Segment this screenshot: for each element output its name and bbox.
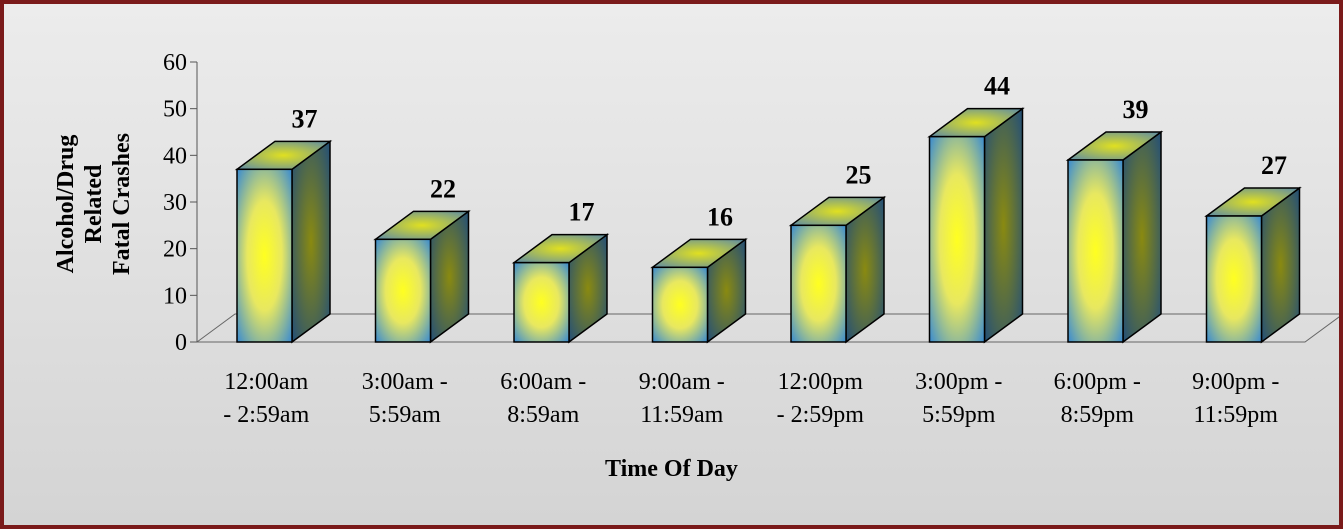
x-tick-label: 3:00pm - 5:59pm <box>915 369 1003 428</box>
bar <box>234 139 333 344</box>
bar-front <box>1205 215 1263 343</box>
bar-front <box>1067 159 1124 343</box>
x-tick-label: 9:00am - 11:59am <box>638 369 725 428</box>
bar-side <box>983 107 1024 344</box>
bar <box>373 209 471 344</box>
x-tick-label: 6:00pm - 8:59pm <box>1053 369 1141 428</box>
data-label: 16 <box>707 202 733 231</box>
x-tick-label: 12:00am - 2:59am <box>223 369 310 428</box>
x-tick-label: 12:00pm - 2:59pm <box>776 369 864 428</box>
bar <box>927 107 1025 344</box>
data-label: 39 <box>1123 95 1149 124</box>
data-label: 37 <box>292 104 318 133</box>
bar <box>1204 186 1302 344</box>
x-tick-label: 9:00pm - 11:59pm <box>1192 369 1280 428</box>
bar <box>511 233 610 344</box>
y-tick-label: 0 <box>175 330 187 356</box>
bar-side <box>1122 130 1162 344</box>
y-axis-title: Alcohol/Drug Related Fatal Crashes <box>53 133 135 275</box>
x-tick-label: 3:00am - 5:59am <box>361 369 448 428</box>
y-tick-label: 60 <box>163 50 187 76</box>
y-tick-label: 10 <box>163 283 187 309</box>
data-label: 25 <box>846 160 872 189</box>
data-label: 17 <box>569 198 595 227</box>
data-label: 44 <box>984 72 1010 101</box>
floor <box>195 313 1339 343</box>
data-label: 22 <box>430 174 456 203</box>
y-tick-label: 40 <box>163 143 187 169</box>
bar-front <box>513 261 570 343</box>
plot-area: 0 10 20 30 40 50 60 37 22 17 16 25 44 39 27 <box>163 50 1339 356</box>
bar <box>788 195 887 344</box>
bar-front <box>651 266 709 343</box>
bar-front <box>236 168 293 343</box>
bar-front <box>790 224 847 343</box>
bar-side <box>291 139 331 344</box>
bar-front <box>928 135 986 343</box>
bar <box>1065 130 1164 344</box>
bar <box>650 237 748 344</box>
bar-front <box>374 238 432 343</box>
x-axis-title: Time Of Day <box>605 456 738 482</box>
y-tick-label: 30 <box>163 190 187 216</box>
y-tick-label: 20 <box>163 237 187 263</box>
x-tick-label: 6:00am - 8:59am <box>500 369 587 428</box>
data-label: 27 <box>1261 151 1287 180</box>
y-tick-label: 50 <box>163 97 187 123</box>
